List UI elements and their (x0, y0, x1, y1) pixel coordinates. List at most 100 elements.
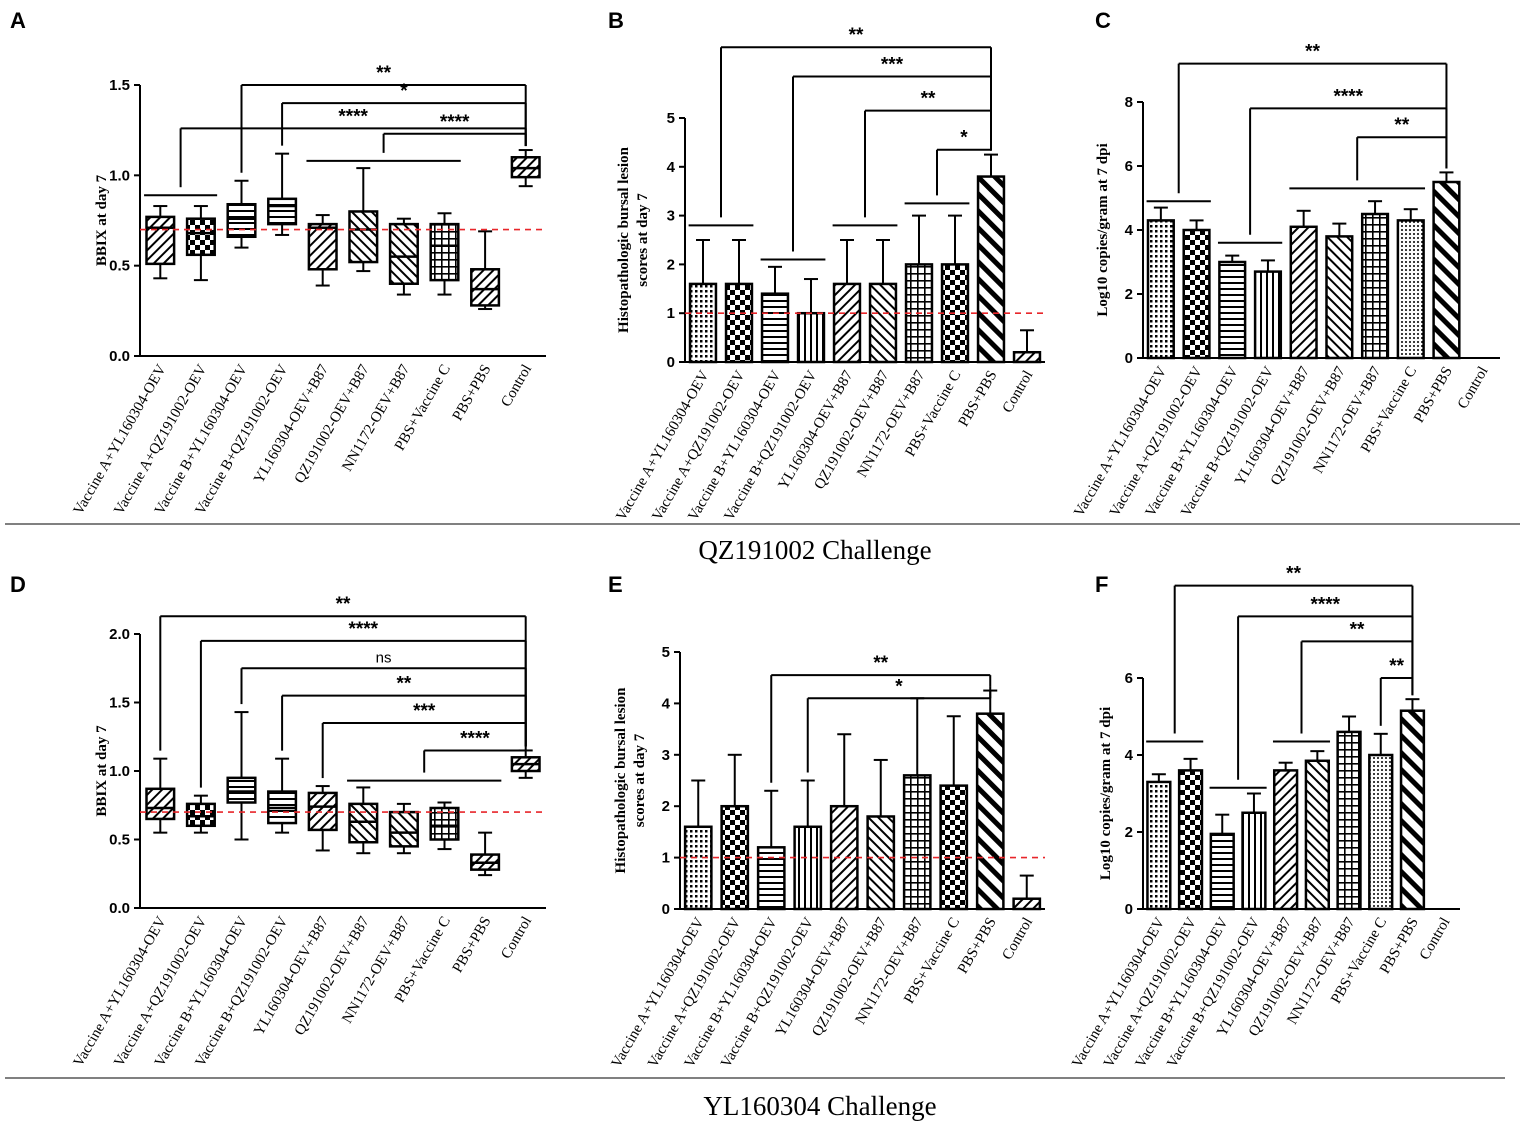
significance-bracket-3: **** (144, 106, 527, 197)
y-tick-label: 0 (1125, 901, 1133, 918)
significance-bracket-3: ** (1289, 115, 1448, 190)
significance-bracket-3: ** (1272, 619, 1414, 743)
x-tick-label: Control (1417, 915, 1454, 963)
significance-label: **** (460, 728, 490, 749)
significance-label: ** (1394, 115, 1409, 136)
significance-label: ** (921, 89, 936, 110)
bar-rect (1146, 219, 1175, 360)
bar-1 (688, 239, 718, 364)
y-tick-label: 2 (1125, 824, 1133, 841)
bar-rect (1399, 709, 1426, 911)
y-axis-label-line1: Histopathologic bursal lesion (616, 146, 632, 333)
box-1 (145, 757, 176, 834)
box-body (185, 802, 216, 828)
bar-8 (1368, 732, 1394, 911)
bar-4 (1253, 259, 1283, 360)
bar-rect (688, 282, 718, 364)
significance-label: ** (849, 25, 864, 46)
significance-label: ** (1286, 564, 1301, 585)
box-10 (510, 749, 541, 779)
significance-bracket-5: *** (321, 701, 527, 779)
bar-rect (796, 311, 826, 364)
bar-10 (1012, 874, 1042, 911)
bar-7 (1336, 715, 1362, 911)
significance-label: ** (376, 63, 391, 84)
bar-rect (939, 784, 969, 911)
y-tick-label: 1.0 (109, 763, 130, 780)
y-tick-label: 0.5 (109, 258, 130, 275)
box-10 (510, 149, 541, 188)
box-1 (145, 205, 176, 280)
significance-label: **** (440, 112, 470, 133)
bar-rect (1304, 759, 1331, 911)
bar-7 (1360, 200, 1390, 360)
bar-rect (868, 282, 898, 364)
box-body (388, 810, 419, 848)
significance-bracket-4: * (904, 128, 992, 205)
bar-rect (1336, 730, 1362, 911)
x-tick-label: Control (498, 362, 535, 410)
significance-bracket-1: ** (159, 594, 527, 751)
y-tick-label: 0.0 (109, 348, 130, 365)
box-7 (388, 217, 419, 296)
significance-label: ** (873, 653, 888, 674)
box-body (348, 210, 379, 264)
significance-label: * (400, 81, 408, 102)
bar-4 (793, 779, 823, 911)
bar-3 (760, 265, 790, 364)
y-tick-label: 4 (667, 159, 676, 176)
bar-1 (1146, 773, 1172, 911)
bar-rect (724, 282, 754, 364)
x-tick-label: YL160304-OEV+B87 (251, 914, 332, 1039)
bar-rect (1012, 350, 1042, 364)
significance-label: **** (349, 619, 379, 640)
bar-3 (1209, 813, 1235, 911)
y-axis-label: Log10 copies/gram at 7 dpi (1095, 143, 1111, 316)
panel-e: E 0 1 2 3 4 5 Histopathologic bursal lesion scor… (608, 572, 1045, 1071)
bar-rect (1360, 212, 1390, 360)
box-6 (348, 167, 379, 273)
y-tick-label: 4 (662, 695, 671, 712)
box-body (388, 222, 419, 285)
bar-6 (1304, 750, 1331, 911)
x-tick-label: Control (1455, 364, 1492, 412)
box-body (145, 215, 176, 266)
bar-4 (1241, 792, 1267, 911)
y-tick-label: 5 (667, 110, 675, 127)
panel-label: A (10, 8, 26, 33)
significance-label: ** (336, 594, 351, 615)
bar-7 (904, 214, 934, 364)
box-body (429, 806, 460, 841)
y-tick-label: 2 (1125, 286, 1133, 303)
y-tick-label: 2.0 (109, 626, 130, 643)
bar-2 (720, 753, 750, 911)
box-9 (470, 831, 501, 877)
x-tick-label: QZ191002-OEV+B87 (292, 914, 373, 1039)
y-tick-label: 1 (667, 305, 675, 322)
y-tick-label: 0 (1125, 350, 1133, 367)
significance-bracket-1: ** (1146, 564, 1414, 743)
y-axis-label-line2: scores at day 7 (635, 193, 651, 287)
x-tick-label: Control (498, 914, 535, 962)
y-tick-label: 8 (1125, 94, 1133, 111)
panel-label: C (1095, 8, 1111, 33)
significance-label: ** (397, 674, 412, 695)
bar-rect (1209, 832, 1235, 911)
x-tick-label: Control (999, 915, 1036, 963)
bar-rect (1432, 180, 1461, 360)
y-tick-label: 5 (662, 644, 670, 661)
bar-rect (1241, 811, 1267, 911)
x-tick-label: NN1172-OEV+B87 (853, 915, 927, 1028)
bar-rect (1177, 769, 1204, 911)
box-4 (267, 757, 298, 834)
box-2 (185, 205, 216, 282)
box-body (145, 787, 176, 821)
significance-bracket-1: ** (770, 653, 992, 783)
bar-2 (1177, 757, 1204, 911)
bar-rect (902, 774, 932, 911)
x-tick-label: PBS+PBS (450, 914, 495, 976)
bar-rect (760, 292, 790, 364)
y-tick-label: 1 (662, 850, 670, 867)
box-body (429, 222, 460, 282)
